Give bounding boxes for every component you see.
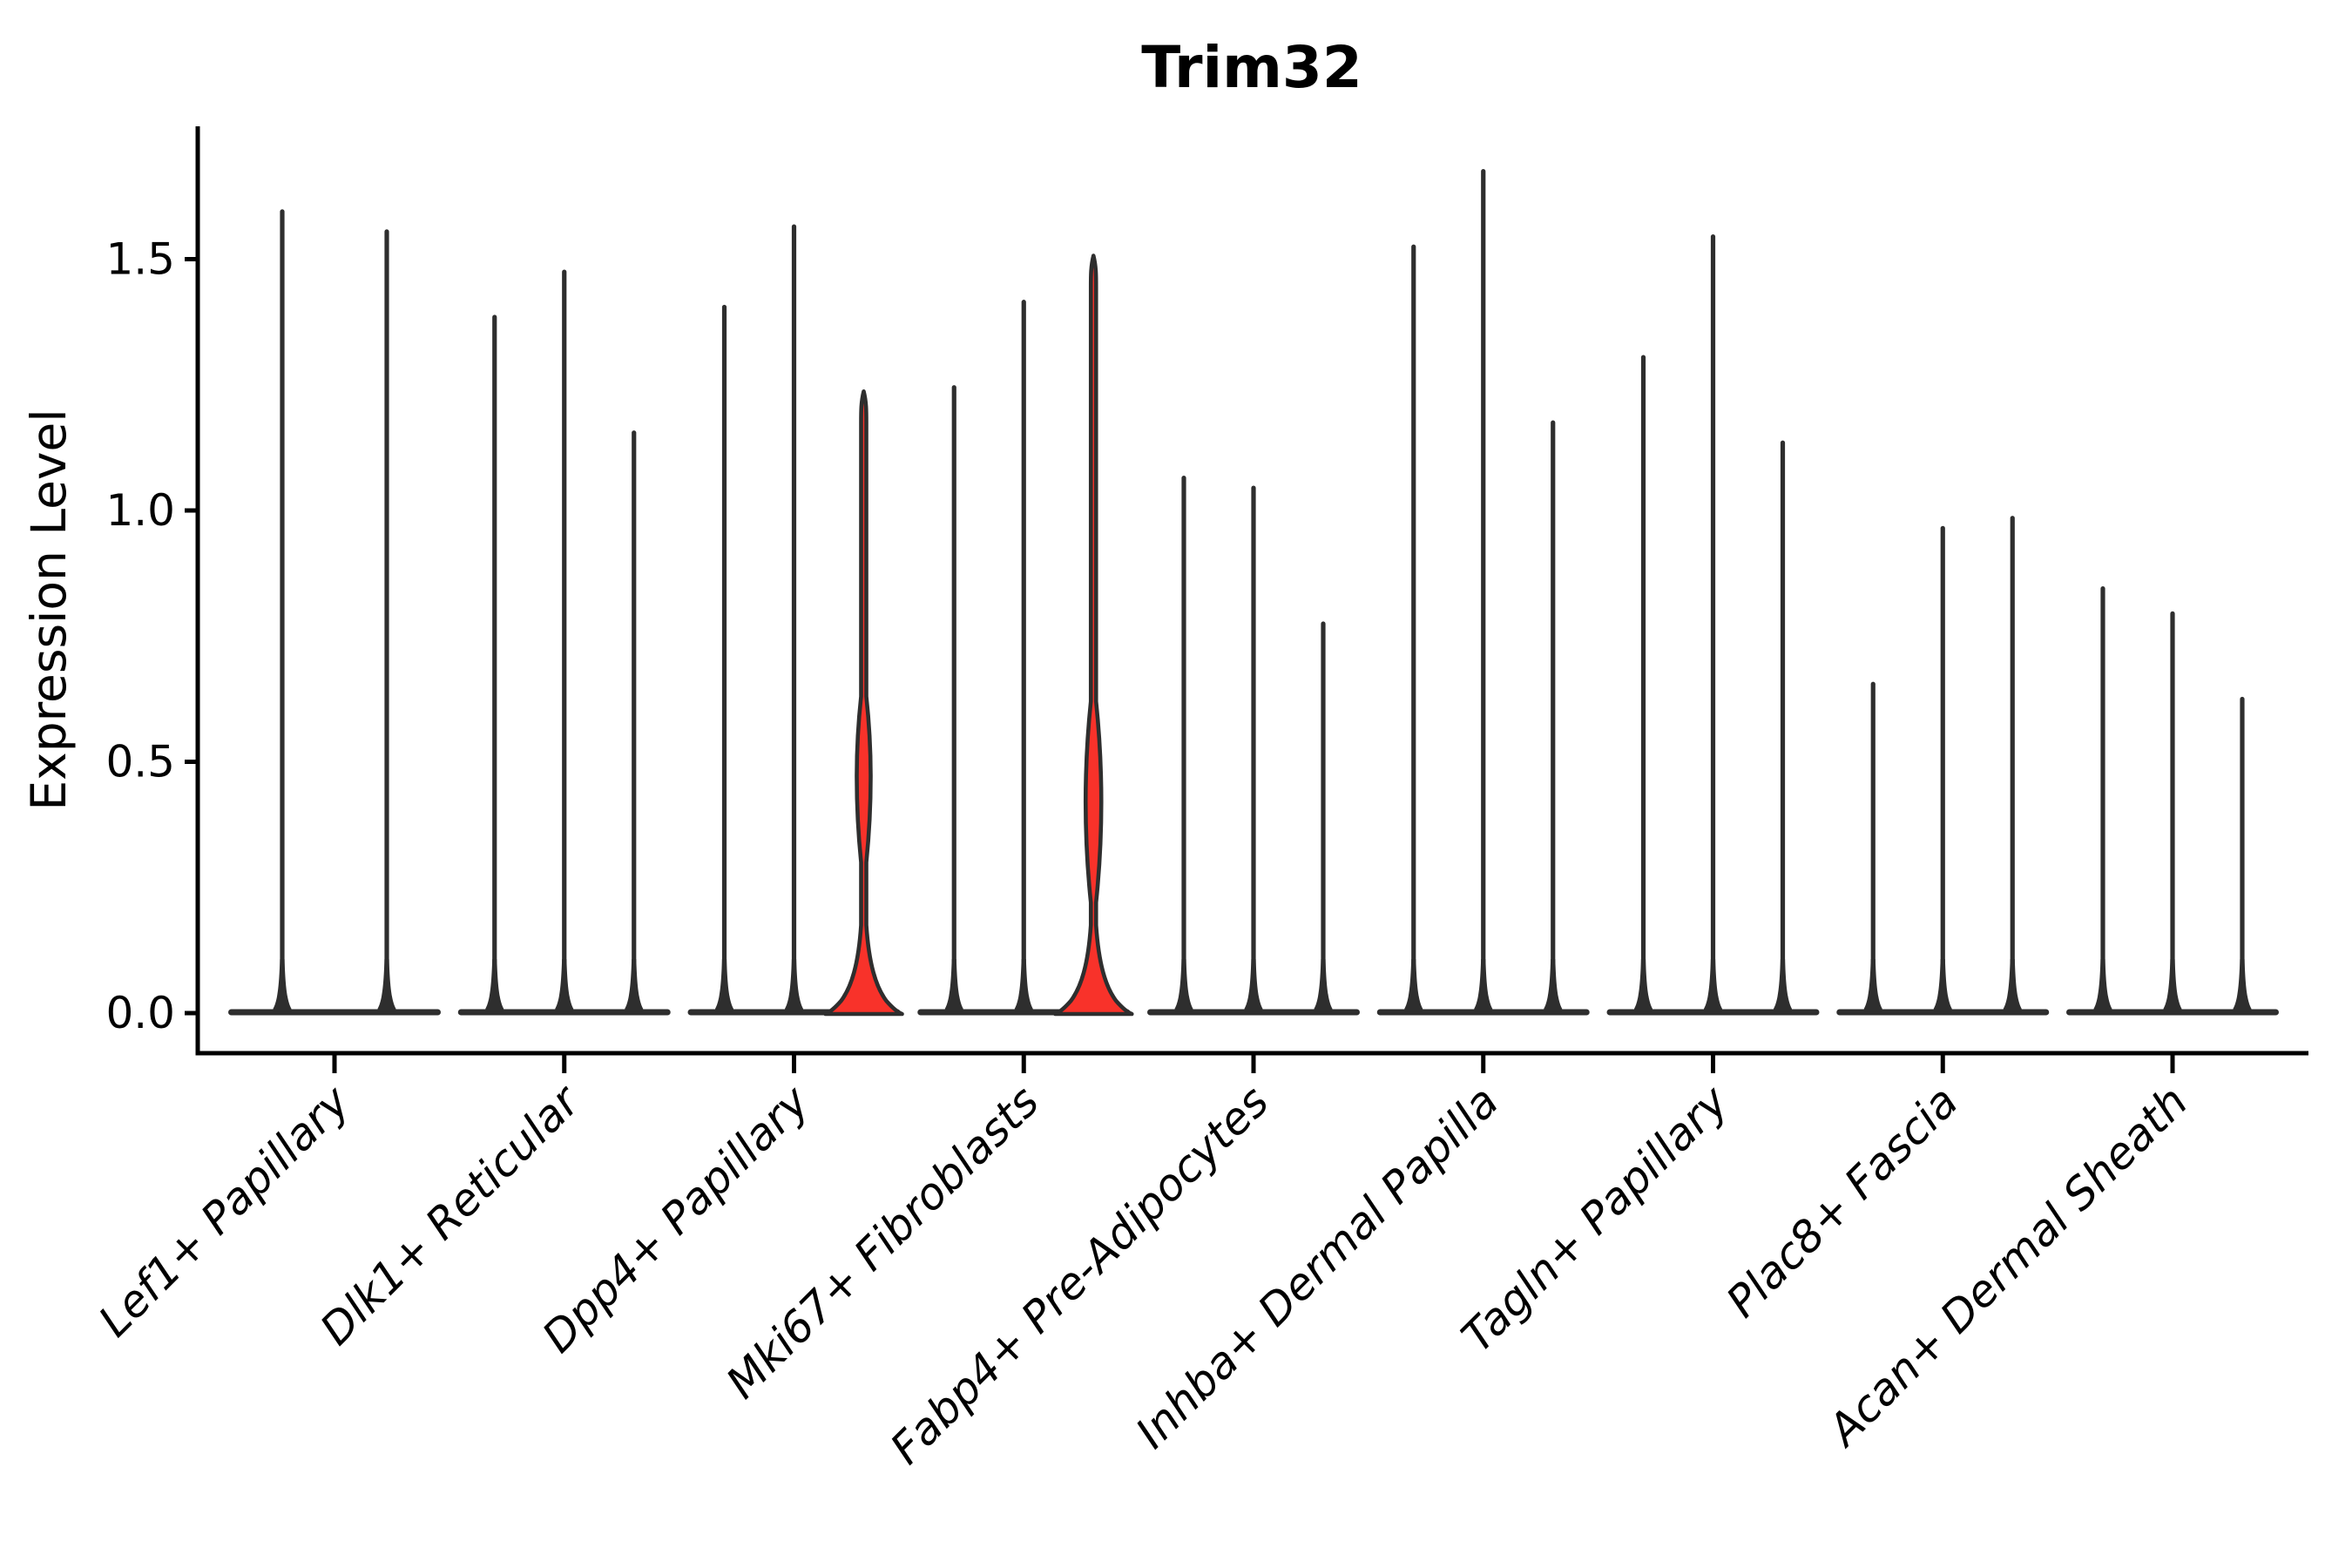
violin-spike-flare <box>1244 959 1263 1011</box>
violin-spike-flare <box>1314 959 1333 1011</box>
violin-spike-flare <box>625 959 644 1011</box>
violin-spike-flare <box>1404 959 1423 1011</box>
violin-spike-flare <box>715 959 733 1011</box>
x-tick-label: Fabp4+ Pre-Adipocytes <box>881 1076 1279 1474</box>
violin-zero-base <box>1147 1009 1360 1016</box>
violin-spike-flare <box>485 959 504 1011</box>
violin-spike-flare <box>273 959 292 1011</box>
violin-zero-base <box>1836 1009 2050 1016</box>
violin-spike-flare <box>1933 959 1952 1011</box>
y-tick-label: 1.0 <box>105 485 175 536</box>
y-axis-label: Expression Level <box>21 409 77 810</box>
violin-spike-flare <box>1544 959 1563 1011</box>
x-tick-label: Plac8+ Fascia <box>1717 1076 1968 1327</box>
violin-spike-flare <box>1774 959 1792 1011</box>
violin-highlighted <box>1052 253 1134 1017</box>
violin-zero-base <box>228 1009 441 1016</box>
y-tick-label: 0.5 <box>105 737 175 787</box>
violin-spike-flare <box>2233 959 2252 1011</box>
violin-zero-base <box>2066 1009 2279 1016</box>
violin-spike-flare <box>1704 959 1722 1011</box>
y-tick-label: 0.0 <box>105 988 175 1038</box>
violins-layer <box>228 169 2279 1017</box>
violin-spike-flare <box>1014 959 1033 1011</box>
violin-zero-base <box>1376 1009 1590 1016</box>
x-tick-label: Inhba+ Dermal Papilla <box>1126 1076 1508 1457</box>
violin-spike-flare <box>1634 959 1652 1011</box>
violin-spike-flare <box>2163 959 2182 1011</box>
violin-spike-flare <box>377 959 396 1011</box>
violin-spike-flare <box>2093 959 2112 1011</box>
violin-zero-base <box>1606 1009 1820 1016</box>
violin-zero-base <box>457 1009 671 1016</box>
violin-spike-flare <box>785 959 803 1011</box>
violin-spike-flare <box>1174 959 1193 1011</box>
x-tick-label: Lef1+ Papillary <box>89 1075 360 1346</box>
y-tick-label: 1.5 <box>105 234 175 285</box>
violin-spike-flare <box>2003 959 2022 1011</box>
chart-title: Trim32 <box>1141 34 1362 101</box>
violin-spike-flare <box>555 959 574 1011</box>
violin-highlighted <box>823 389 904 1017</box>
violin-spike-flare <box>1474 959 1493 1011</box>
violin-spike-flare <box>1863 959 1882 1011</box>
violin-spike-flare <box>944 959 963 1011</box>
